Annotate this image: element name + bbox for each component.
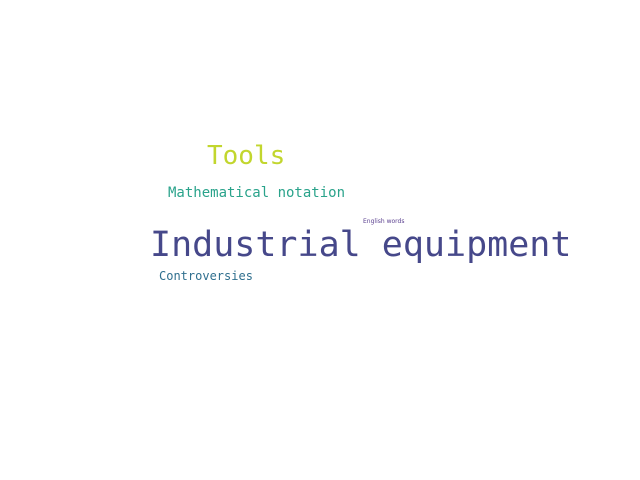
- word-controversies: Controversies: [159, 269, 253, 283]
- word-english-words: English words: [363, 218, 405, 225]
- word-mathematical-notation: Mathematical notation: [168, 185, 346, 201]
- word-industrial-equipment: Industrial equipment: [150, 225, 572, 265]
- word-tools: Tools: [207, 141, 286, 171]
